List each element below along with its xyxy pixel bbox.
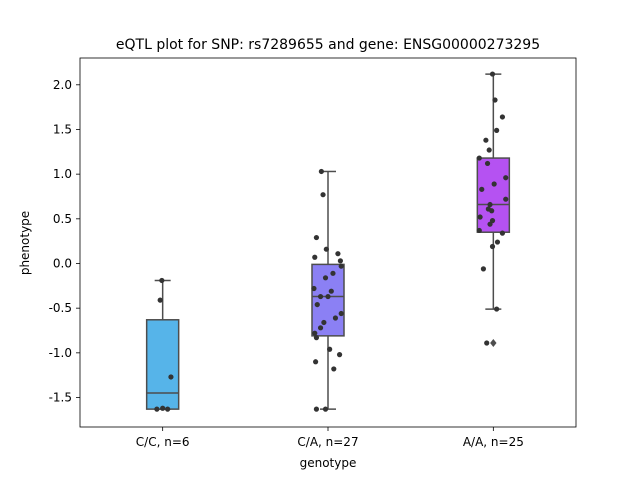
data-point: [503, 196, 509, 202]
data-point: [489, 71, 496, 77]
data-point: [487, 201, 493, 208]
data-point: [314, 301, 320, 308]
y-axis-label: phenotype: [18, 211, 32, 275]
data-point: [332, 315, 339, 321]
data-point: [313, 359, 319, 365]
data-point: [484, 160, 491, 167]
data-point: [335, 251, 341, 257]
data-point: [499, 114, 506, 120]
data-point: [328, 288, 334, 294]
data-point: [494, 239, 501, 245]
data-point: [330, 270, 336, 276]
data-point: [313, 406, 320, 412]
data-point: [325, 293, 331, 300]
x-tick-label: C/A, n=27: [297, 435, 358, 449]
data-point: [486, 147, 492, 153]
y-tick-label: 0.5: [53, 212, 72, 226]
data-point: [323, 246, 329, 252]
axes-frame: [79, 57, 577, 428]
data-point: [313, 335, 320, 341]
box: [311, 263, 345, 337]
data-point: [338, 263, 344, 269]
data-point: [322, 406, 329, 412]
outlier-marker: [490, 339, 497, 348]
data-point: [487, 221, 493, 227]
x-tick-label: C/C, n=6: [136, 435, 190, 449]
plot-area: -1.5 -1.0 -0.5 0.0 0.5 1.0 1.5 2.0 C/C, n=6 C/A, …: [49, 57, 577, 449]
data-point: [336, 352, 343, 358]
data-point: [168, 374, 174, 380]
data-point: [494, 306, 500, 312]
data-point: [317, 325, 324, 331]
data-point: [312, 254, 318, 260]
y-tick-label: -1.0: [49, 346, 72, 360]
data-point: [338, 310, 344, 317]
data-point: [311, 285, 317, 292]
data-point: [480, 266, 487, 272]
data-point: [327, 346, 333, 352]
chart-title: eQTL plot for SNP: rs7289655 and gene: E…: [116, 37, 540, 53]
data-point: [503, 175, 509, 181]
data-point: [159, 277, 165, 284]
data-point: [484, 340, 490, 346]
x-axis-label: genotype: [300, 456, 357, 470]
data-point: [331, 366, 337, 372]
y-tick-label: 2.0: [53, 78, 72, 92]
data-point: [499, 230, 506, 236]
data-point: [322, 275, 329, 281]
y-tick-label: 0.0: [53, 256, 72, 270]
data-point: [483, 137, 489, 143]
data-point: [492, 97, 498, 103]
data-point: [494, 127, 500, 133]
box: [145, 319, 180, 410]
data-point: [476, 155, 482, 161]
data-point: [337, 258, 343, 264]
y-tick-label: 1.0: [53, 167, 72, 181]
data-point: [313, 234, 320, 241]
data-point: [160, 405, 166, 411]
data-point: [157, 297, 163, 303]
y-tick-label: 1.5: [53, 122, 72, 136]
data-point: [479, 186, 485, 192]
y-tick-label: -1.5: [49, 391, 72, 405]
data-point: [489, 243, 496, 250]
data-point: [317, 293, 324, 300]
data-point: [476, 227, 482, 234]
data-point: [489, 208, 495, 214]
x-tick-label: A/A, n=25: [463, 435, 524, 449]
data-point: [320, 192, 326, 198]
data-point: [165, 406, 171, 412]
y-tick-label: -0.5: [49, 301, 72, 315]
data-point: [321, 319, 327, 326]
data-point: [477, 214, 483, 220]
data-point: [491, 181, 497, 187]
data-point: [312, 330, 318, 336]
data-point: [154, 406, 160, 412]
data-point: [318, 168, 324, 175]
